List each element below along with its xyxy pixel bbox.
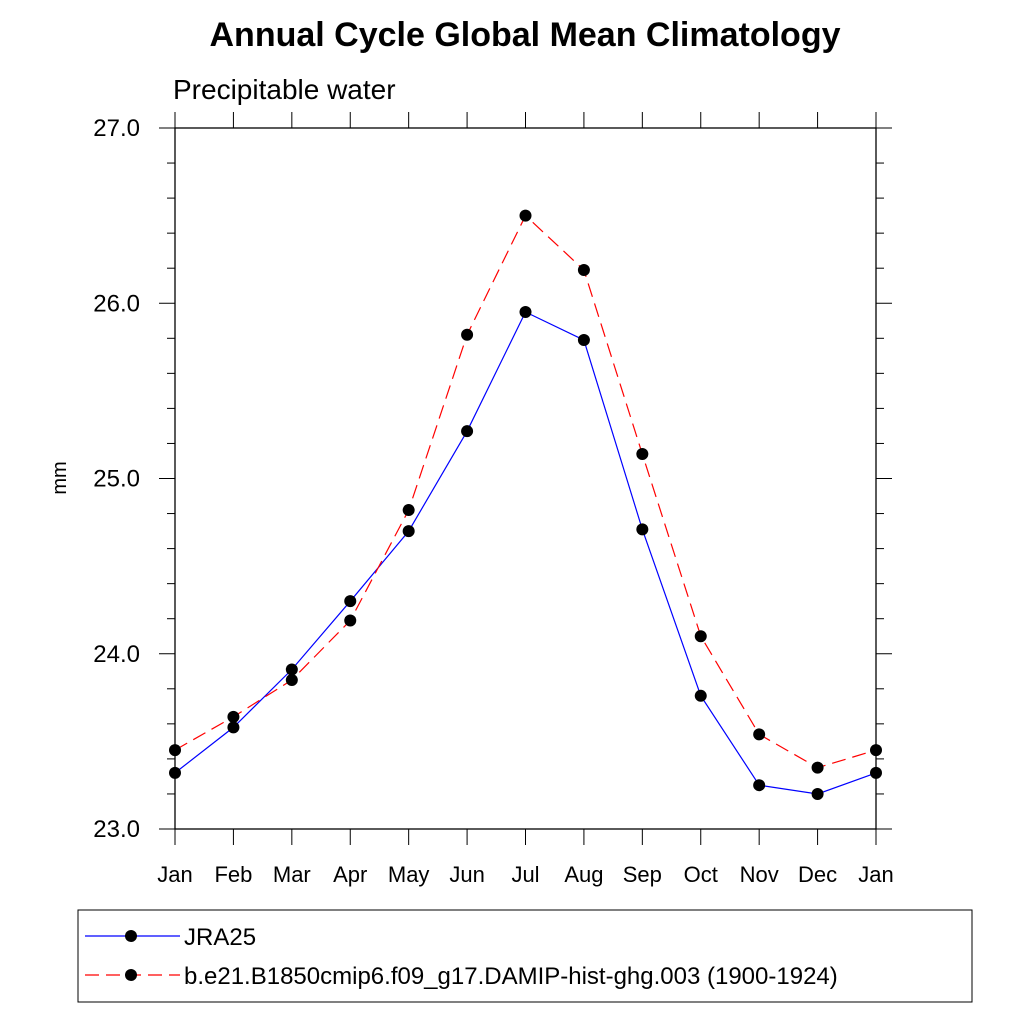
x-tick-label: Sep bbox=[623, 862, 662, 887]
legend-box bbox=[77, 909, 973, 1003]
chart-title: Annual Cycle Global Mean Climatology bbox=[210, 16, 841, 54]
chart-subtitle: Precipitable water bbox=[173, 74, 396, 105]
series-2-point bbox=[519, 209, 532, 222]
x-tick-label: Nov bbox=[740, 862, 779, 887]
y-axis-label: mm bbox=[49, 461, 71, 494]
series-2-point bbox=[870, 744, 882, 757]
series-1-point bbox=[519, 306, 532, 319]
series-2-point bbox=[577, 263, 590, 276]
series-line-1 bbox=[174, 311, 877, 795]
series-2-point bbox=[461, 328, 474, 341]
y-tick-label: 24.0 bbox=[93, 641, 140, 668]
x-tick-label: Feb bbox=[214, 862, 252, 887]
series-1-point bbox=[227, 721, 240, 734]
x-tick-label: Oct bbox=[684, 862, 718, 887]
y-tick-label: 25.0 bbox=[93, 466, 140, 493]
series-1-point bbox=[285, 663, 298, 676]
y-tick-label: 26.0 bbox=[93, 290, 140, 317]
series-2-point bbox=[636, 447, 649, 460]
series-1-point bbox=[636, 523, 649, 536]
series-lines bbox=[174, 214, 877, 795]
series-2-point bbox=[402, 504, 415, 517]
x-tick-labels: Jan Feb Mar Apr May Jun Jul Aug Sep Oct Nov Dec Jan bbox=[157, 862, 893, 887]
legend-label-2: b.e21.B1850cmip6.f09_g17.DAMIP-hist-ghg.… bbox=[184, 963, 838, 990]
legend-label-1: JRA25 bbox=[184, 924, 256, 951]
x-tick-label: Dec bbox=[798, 862, 837, 887]
x-tick-label: Jun bbox=[449, 862, 484, 887]
series-2-point bbox=[753, 728, 766, 741]
legend-marker-2 bbox=[125, 969, 137, 981]
x-tick-label: Aug bbox=[564, 862, 603, 887]
series-2-point bbox=[169, 744, 181, 757]
series-2-point bbox=[227, 710, 240, 723]
x-tick-label: Jan bbox=[157, 862, 192, 887]
legend-marker-1 bbox=[125, 930, 137, 942]
x-tick-label: Jan bbox=[858, 862, 893, 887]
series-2-point bbox=[344, 614, 357, 627]
series-1-point bbox=[402, 525, 415, 538]
series-1-point bbox=[344, 595, 357, 608]
legend: JRA25 b.e21.B1850cmip6.f09_g17.DAMIP-hist… bbox=[85, 924, 838, 990]
series-line-2 bbox=[174, 214, 877, 769]
x-tick-label: May bbox=[388, 862, 430, 887]
x-tick-label: Mar bbox=[273, 862, 311, 887]
y-tick-label: 27.0 bbox=[93, 115, 140, 142]
data-points bbox=[169, 209, 882, 800]
y-tick-labels: 23.0 24.0 25.0 26.0 27.0 bbox=[93, 115, 140, 843]
plot-frame bbox=[174, 127, 877, 830]
series-2-point bbox=[285, 674, 298, 687]
x-tick-label: Jul bbox=[511, 862, 539, 887]
series-1-point bbox=[811, 787, 824, 800]
axis-ticks bbox=[159, 112, 892, 845]
series-1-point bbox=[461, 425, 474, 438]
y-tick-label: 23.0 bbox=[93, 816, 140, 843]
series-1-point bbox=[694, 689, 707, 702]
series-1-point bbox=[577, 334, 590, 347]
series-1-point bbox=[753, 779, 766, 792]
series-2-point bbox=[694, 630, 707, 643]
series-1-point bbox=[169, 766, 181, 779]
series-1-point bbox=[870, 766, 882, 779]
x-tick-label: Apr bbox=[333, 862, 367, 887]
series-2-point bbox=[811, 761, 824, 774]
